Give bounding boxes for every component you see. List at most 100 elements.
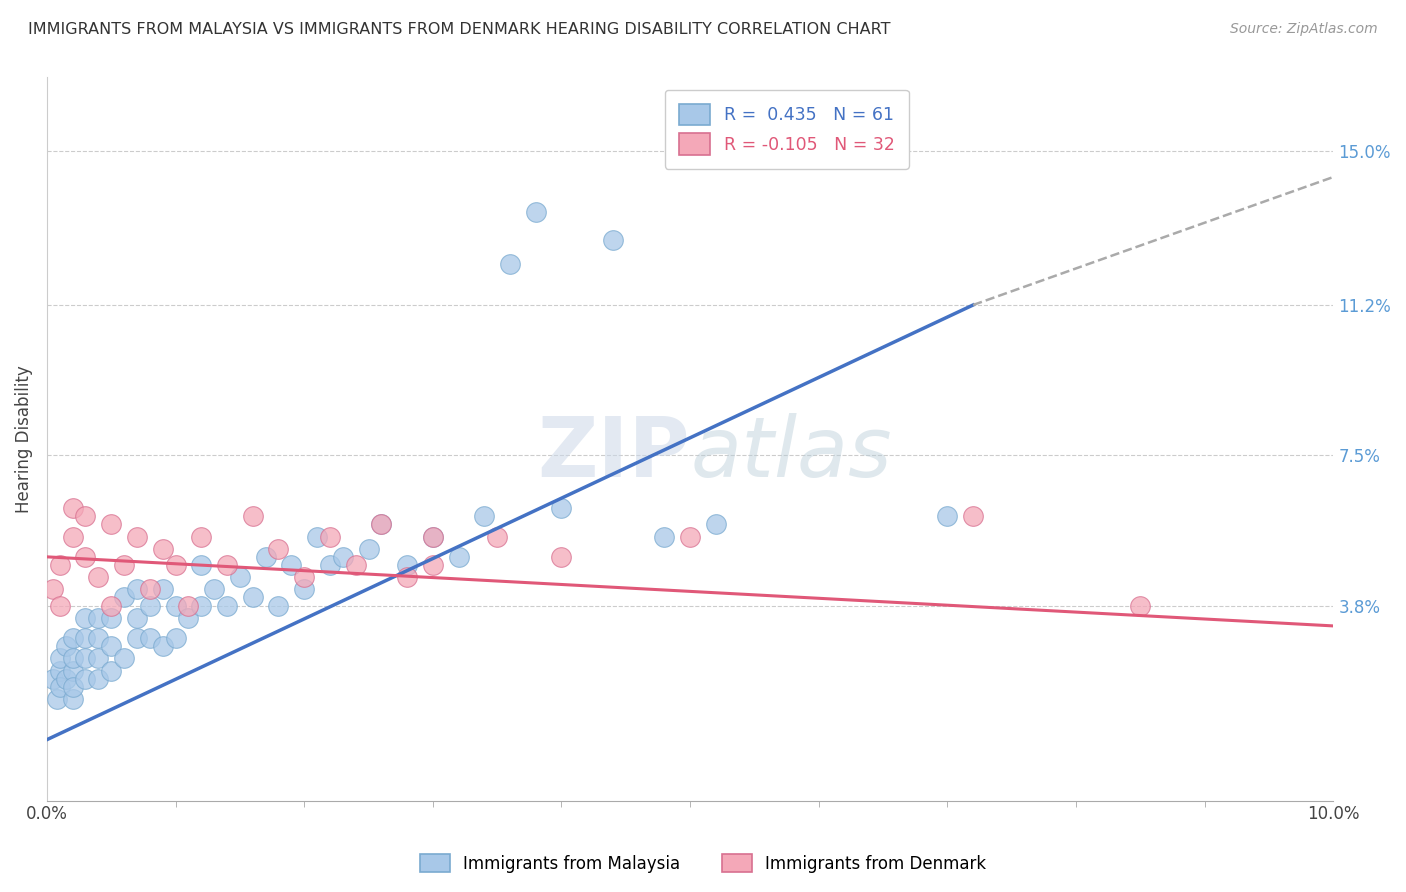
Point bbox=[422, 529, 444, 543]
Point bbox=[280, 558, 302, 572]
Point bbox=[100, 664, 122, 678]
Point bbox=[100, 517, 122, 532]
Point bbox=[396, 570, 419, 584]
Point bbox=[139, 582, 162, 597]
Point bbox=[679, 529, 702, 543]
Point bbox=[55, 639, 77, 653]
Point bbox=[100, 639, 122, 653]
Point bbox=[87, 631, 110, 645]
Point bbox=[307, 529, 329, 543]
Text: ZIP: ZIP bbox=[537, 413, 690, 494]
Y-axis label: Hearing Disability: Hearing Disability bbox=[15, 365, 32, 513]
Point bbox=[42, 582, 65, 597]
Point bbox=[190, 529, 212, 543]
Text: atlas: atlas bbox=[690, 413, 891, 494]
Point bbox=[215, 558, 238, 572]
Point bbox=[75, 631, 97, 645]
Point bbox=[152, 541, 174, 556]
Point bbox=[602, 233, 624, 247]
Point bbox=[962, 509, 984, 524]
Point bbox=[524, 204, 547, 219]
Point bbox=[499, 257, 522, 271]
Point bbox=[370, 517, 392, 532]
Point bbox=[177, 599, 200, 613]
Point bbox=[486, 529, 509, 543]
Point bbox=[125, 611, 148, 625]
Point bbox=[75, 509, 97, 524]
Point bbox=[319, 558, 342, 572]
Point bbox=[704, 517, 727, 532]
Point bbox=[422, 529, 444, 543]
Point bbox=[62, 631, 84, 645]
Point bbox=[139, 599, 162, 613]
Point bbox=[370, 517, 392, 532]
Point bbox=[55, 672, 77, 686]
Point bbox=[242, 509, 264, 524]
Point bbox=[1129, 599, 1152, 613]
Point bbox=[165, 558, 187, 572]
Point bbox=[87, 570, 110, 584]
Point bbox=[292, 582, 315, 597]
Point bbox=[112, 651, 135, 665]
Point bbox=[125, 529, 148, 543]
Point bbox=[215, 599, 238, 613]
Point bbox=[87, 672, 110, 686]
Point bbox=[447, 549, 470, 564]
Point bbox=[152, 639, 174, 653]
Point bbox=[48, 664, 70, 678]
Point bbox=[190, 558, 212, 572]
Point bbox=[165, 599, 187, 613]
Point bbox=[75, 672, 97, 686]
Point bbox=[422, 558, 444, 572]
Point bbox=[292, 570, 315, 584]
Point bbox=[48, 651, 70, 665]
Point bbox=[87, 611, 110, 625]
Point bbox=[112, 558, 135, 572]
Point bbox=[112, 591, 135, 605]
Point bbox=[46, 692, 69, 706]
Point bbox=[87, 651, 110, 665]
Text: IMMIGRANTS FROM MALAYSIA VS IMMIGRANTS FROM DENMARK HEARING DISABILITY CORRELATI: IMMIGRANTS FROM MALAYSIA VS IMMIGRANTS F… bbox=[28, 22, 890, 37]
Point bbox=[42, 672, 65, 686]
Point bbox=[100, 599, 122, 613]
Point bbox=[139, 631, 162, 645]
Point bbox=[229, 570, 252, 584]
Point bbox=[75, 651, 97, 665]
Point bbox=[936, 509, 959, 524]
Point bbox=[165, 631, 187, 645]
Point bbox=[125, 582, 148, 597]
Point bbox=[550, 501, 572, 516]
Point bbox=[550, 549, 572, 564]
Point bbox=[100, 611, 122, 625]
Point bbox=[254, 549, 277, 564]
Point bbox=[396, 558, 419, 572]
Point bbox=[62, 692, 84, 706]
Point bbox=[62, 664, 84, 678]
Point bbox=[357, 541, 380, 556]
Point bbox=[48, 599, 70, 613]
Point bbox=[267, 599, 290, 613]
Point bbox=[62, 680, 84, 694]
Point bbox=[472, 509, 495, 524]
Point bbox=[48, 680, 70, 694]
Point bbox=[344, 558, 367, 572]
Point bbox=[62, 529, 84, 543]
Text: Source: ZipAtlas.com: Source: ZipAtlas.com bbox=[1230, 22, 1378, 37]
Legend: R =  0.435   N = 61, R = -0.105   N = 32: R = 0.435 N = 61, R = -0.105 N = 32 bbox=[665, 90, 908, 169]
Point bbox=[125, 631, 148, 645]
Point bbox=[75, 611, 97, 625]
Point bbox=[48, 558, 70, 572]
Point bbox=[319, 529, 342, 543]
Point bbox=[332, 549, 354, 564]
Point bbox=[190, 599, 212, 613]
Point bbox=[75, 549, 97, 564]
Legend: Immigrants from Malaysia, Immigrants from Denmark: Immigrants from Malaysia, Immigrants fro… bbox=[413, 847, 993, 880]
Point bbox=[62, 651, 84, 665]
Point bbox=[654, 529, 676, 543]
Point bbox=[152, 582, 174, 597]
Point bbox=[177, 611, 200, 625]
Point bbox=[62, 501, 84, 516]
Point bbox=[267, 541, 290, 556]
Point bbox=[242, 591, 264, 605]
Point bbox=[202, 582, 225, 597]
